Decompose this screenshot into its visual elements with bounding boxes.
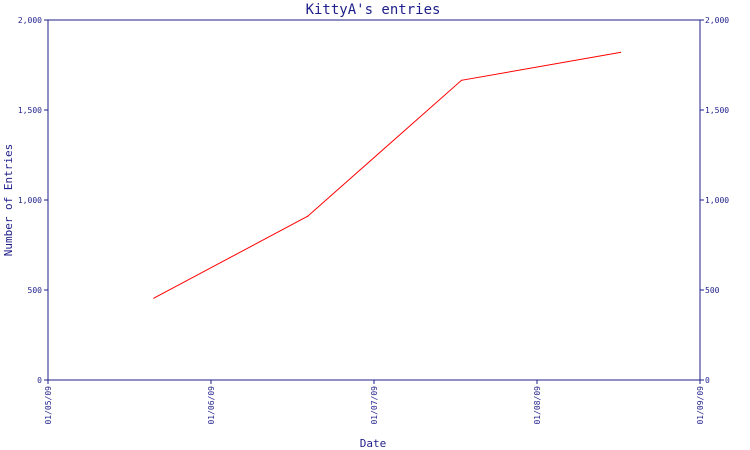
y-tick-label-right: 2,000 xyxy=(705,16,729,25)
chart-title: KittyA's entries xyxy=(306,2,441,18)
data-point xyxy=(307,215,309,217)
x-axis: 01/05/09 01/06/09 01/07/09 01/08/09 01/09/09 xyxy=(44,380,705,425)
y-tick-label-right: 1,000 xyxy=(705,196,729,205)
x-tick-label: 01/07/09 xyxy=(370,386,379,425)
data-point xyxy=(153,297,155,299)
x-tick-label: 01/09/09 xyxy=(696,386,705,425)
x-tick-label: 01/05/09 xyxy=(44,386,53,425)
y-axis-label: Number of Entries xyxy=(2,144,15,257)
y-tick-label-right: 500 xyxy=(705,286,720,295)
y-tick-label-left: 500 xyxy=(28,286,43,295)
data-point xyxy=(619,51,622,54)
y-tick-label-left: 0 xyxy=(37,376,42,385)
y-axis-right: 0 500 1,000 1,500 2,000 xyxy=(700,16,729,385)
data-point xyxy=(460,79,463,81)
y-axis-left: 0 500 1,000 1,500 2,000 xyxy=(18,16,48,385)
y-tick-label-left: 2,000 xyxy=(18,16,42,25)
y-tick-label-left: 1,500 xyxy=(18,106,42,115)
series-group xyxy=(153,51,622,299)
series-line xyxy=(153,51,621,299)
x-tick-label: 01/08/09 xyxy=(533,386,542,425)
plot-area xyxy=(47,19,701,381)
y-tick-label-right: 1,500 xyxy=(705,106,729,115)
x-tick-label: 01/06/09 xyxy=(207,386,216,425)
y-tick-label-right: 0 xyxy=(705,376,710,385)
x-axis-label: Date xyxy=(360,437,387,450)
y-tick-label-left: 1,000 xyxy=(18,196,42,205)
